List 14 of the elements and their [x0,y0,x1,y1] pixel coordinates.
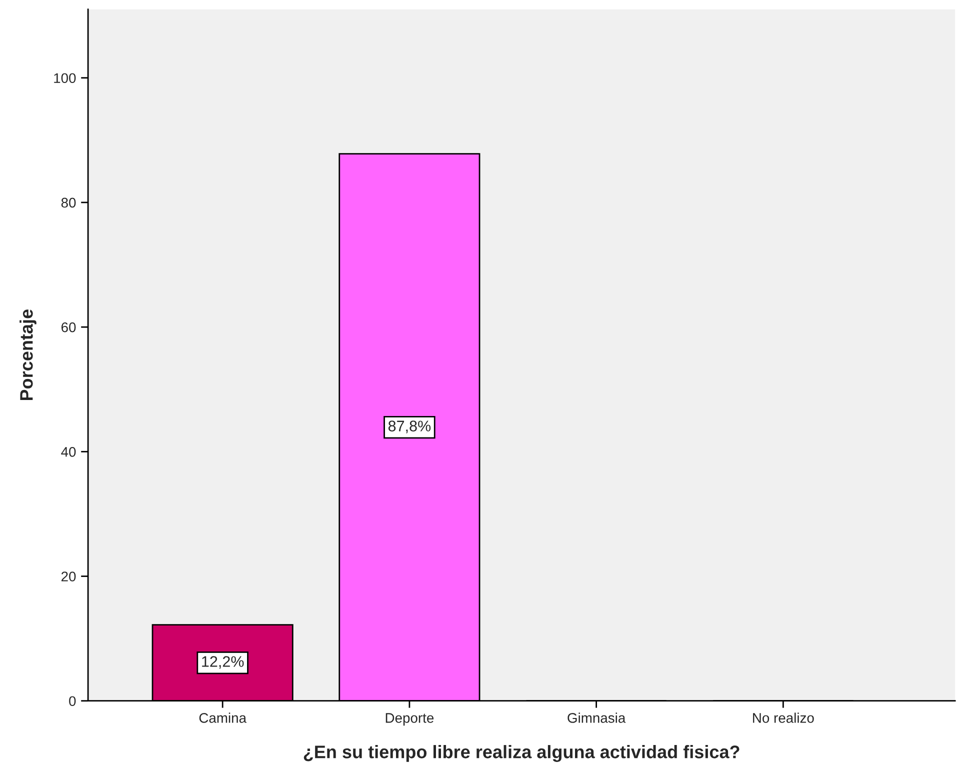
y-tick-label: 40 [61,446,76,457]
data-label: 87,8% [388,420,431,434]
x-tick-label: Gimnasia [568,712,626,723]
x-axis-title: ¿En su tiempo libre realiza alguna actividad fisica? [304,745,740,762]
y-axis-title: Porcentaje [20,310,36,400]
y-tick-label: 20 [61,572,76,582]
data-label: 12,2% [202,656,244,669]
x-tick-label: No realizo [753,712,814,723]
y-tick-label: 60 [61,322,76,332]
x-tick-label: Deporte [386,713,434,726]
x-tick-label: Camina [199,712,247,723]
y-tick-label: 0 [69,696,76,706]
y-tick-label: 80 [61,198,76,208]
y-tick-label: 100 [54,73,76,84]
